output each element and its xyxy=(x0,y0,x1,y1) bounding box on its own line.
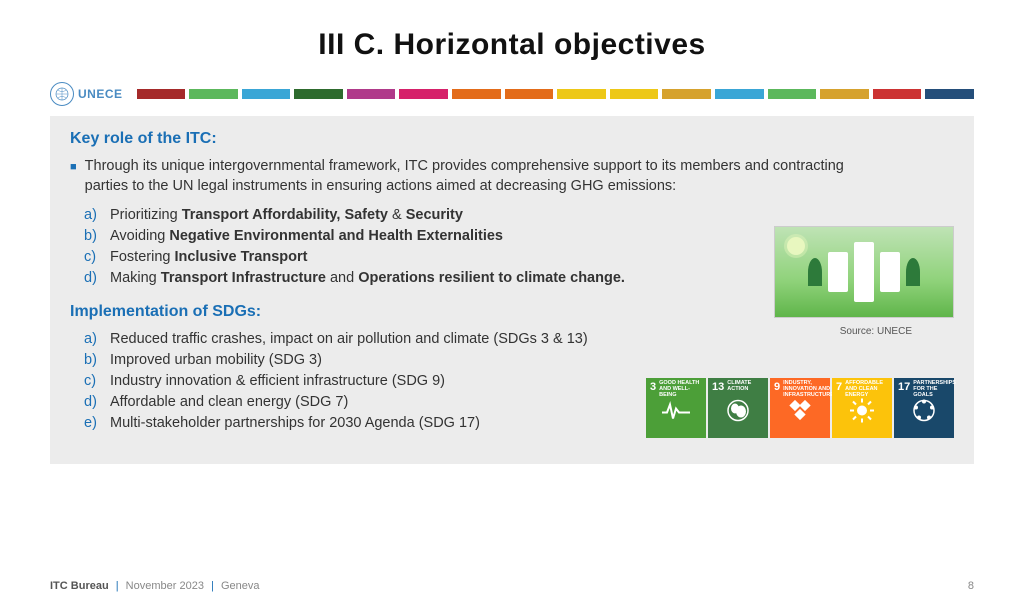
list-text: Making Transport Infrastructure and Oper… xyxy=(110,268,625,289)
list-letter: e) xyxy=(84,413,102,434)
tree-icon xyxy=(808,258,822,286)
header-bar: UNECE xyxy=(50,82,974,106)
list-text: Avoiding Negative Environmental and Heal… xyxy=(110,226,503,247)
building-icon xyxy=(854,242,874,302)
bullet-icon: ■ xyxy=(70,160,77,197)
list-letter: b) xyxy=(84,226,102,247)
brand-text: UNECE xyxy=(78,87,123,101)
sdg-tile-17: 17Partnerships for the Goals xyxy=(894,378,954,438)
color-segment xyxy=(452,89,501,99)
list-text: Industry innovation & efficient infrastr… xyxy=(110,371,445,392)
building-icon xyxy=(880,252,900,292)
sdg-number: 13 xyxy=(712,381,724,393)
color-segment xyxy=(662,89,711,99)
color-segment xyxy=(399,89,448,99)
list-text: Fostering Inclusive Transport xyxy=(110,247,307,268)
un-globe-icon xyxy=(50,82,74,106)
sdg-icon xyxy=(725,397,751,428)
sdg-number: 7 xyxy=(836,381,842,393)
list-letter: a) xyxy=(84,205,102,226)
sdg-icon xyxy=(662,400,690,425)
list-text: Prioritizing Transport Affordability, Sa… xyxy=(110,205,463,226)
footer: ITC Bureau | November 2023 | Geneva 8 xyxy=(50,580,974,592)
sdg-label: Partnerships for the Goals xyxy=(913,381,956,398)
color-segment xyxy=(610,89,659,99)
list-text: Improved urban mobility (SDG 3) xyxy=(110,350,322,371)
list-text: Affordable and clean energy (SDG 7) xyxy=(110,392,348,413)
list-item: e) Multi-stakeholder partnerships for 203… xyxy=(84,413,684,434)
color-segment xyxy=(505,89,554,99)
list-item: a) Prioritizing Transport Affordability, … xyxy=(84,205,954,226)
sdg-label: Affordable and Clean Energy xyxy=(845,381,888,398)
list-letter: d) xyxy=(84,268,102,289)
sdg-list: a) Reduced traffic crashes, impact on air… xyxy=(84,329,684,434)
image-source: Source: UNECE xyxy=(840,326,912,337)
list-item: a) Reduced traffic crashes, impact on air… xyxy=(84,329,684,350)
footer-date: November 2023 xyxy=(126,580,204,592)
sdg-tile-13: 13Climate Action xyxy=(708,378,768,438)
sdg-tile-7: 7Affordable and Clean Energy xyxy=(832,378,892,438)
color-segment xyxy=(925,89,974,99)
color-segment xyxy=(715,89,764,99)
sdg-icon xyxy=(849,397,875,428)
sdg-label: Climate Action xyxy=(727,381,764,393)
color-segment xyxy=(242,89,291,99)
sdg-number: 9 xyxy=(774,381,780,393)
color-segment xyxy=(189,89,238,99)
list-letter: a) xyxy=(84,329,102,350)
sun-icon xyxy=(787,237,805,255)
list-item: b) Improved urban mobility (SDG 3) xyxy=(84,350,684,371)
sdg-color-strip xyxy=(137,89,974,99)
sdg-tile-3: 3Good Health and Well-Being xyxy=(646,378,706,438)
list-letter: c) xyxy=(84,371,102,392)
list-text: Reduced traffic crashes, impact on air p… xyxy=(110,329,588,350)
footer-place: Geneva xyxy=(221,580,260,592)
list-letter: b) xyxy=(84,350,102,371)
list-letter: d) xyxy=(84,392,102,413)
building-icon xyxy=(828,252,848,292)
sdg-number: 3 xyxy=(650,381,656,393)
list-item: d) Affordable and clean energy (SDG 7) xyxy=(84,392,684,413)
separator-icon: | xyxy=(211,580,214,592)
sdg-icon xyxy=(787,397,813,428)
sdg-label: Industry, Innovation and Infrastructure xyxy=(783,381,834,398)
sdg-icon xyxy=(911,397,937,428)
color-segment xyxy=(768,89,817,99)
color-segment xyxy=(557,89,606,99)
list-letter: c) xyxy=(84,247,102,268)
footer-left: ITC Bureau | November 2023 | Geneva xyxy=(50,580,259,592)
content-box: Key role of the ITC: ■ Through its uniqu… xyxy=(50,116,974,464)
unece-logo: UNECE xyxy=(50,82,123,106)
list-item: c) Industry innovation & efficient infras… xyxy=(84,371,684,392)
separator-icon: | xyxy=(116,580,119,592)
slide-title: III C. Horizontal objectives xyxy=(0,28,1024,62)
intro-text: Through its unique intergovernmental fra… xyxy=(85,156,890,197)
page-number: 8 xyxy=(968,580,974,592)
color-segment xyxy=(873,89,922,99)
color-segment xyxy=(820,89,869,99)
sdg-label: Good Health and Well-Being xyxy=(659,381,702,398)
color-segment xyxy=(137,89,186,99)
color-segment xyxy=(294,89,343,99)
sdg-icon-row: 3Good Health and Well-Being13Climate Act… xyxy=(646,378,954,438)
color-segment xyxy=(347,89,396,99)
intro-bullet: ■ Through its unique intergovernmental f… xyxy=(70,156,890,197)
tree-icon xyxy=(906,258,920,286)
key-role-heading: Key role of the ITC: xyxy=(70,130,954,148)
footer-bureau: ITC Bureau xyxy=(50,580,109,592)
eco-city-illustration xyxy=(774,226,954,318)
sdg-number: 17 xyxy=(898,381,910,393)
sdg-tile-9: 9Industry, Innovation and Infrastructure xyxy=(770,378,830,438)
list-text: Multi-stakeholder partnerships for 2030 … xyxy=(110,413,480,434)
